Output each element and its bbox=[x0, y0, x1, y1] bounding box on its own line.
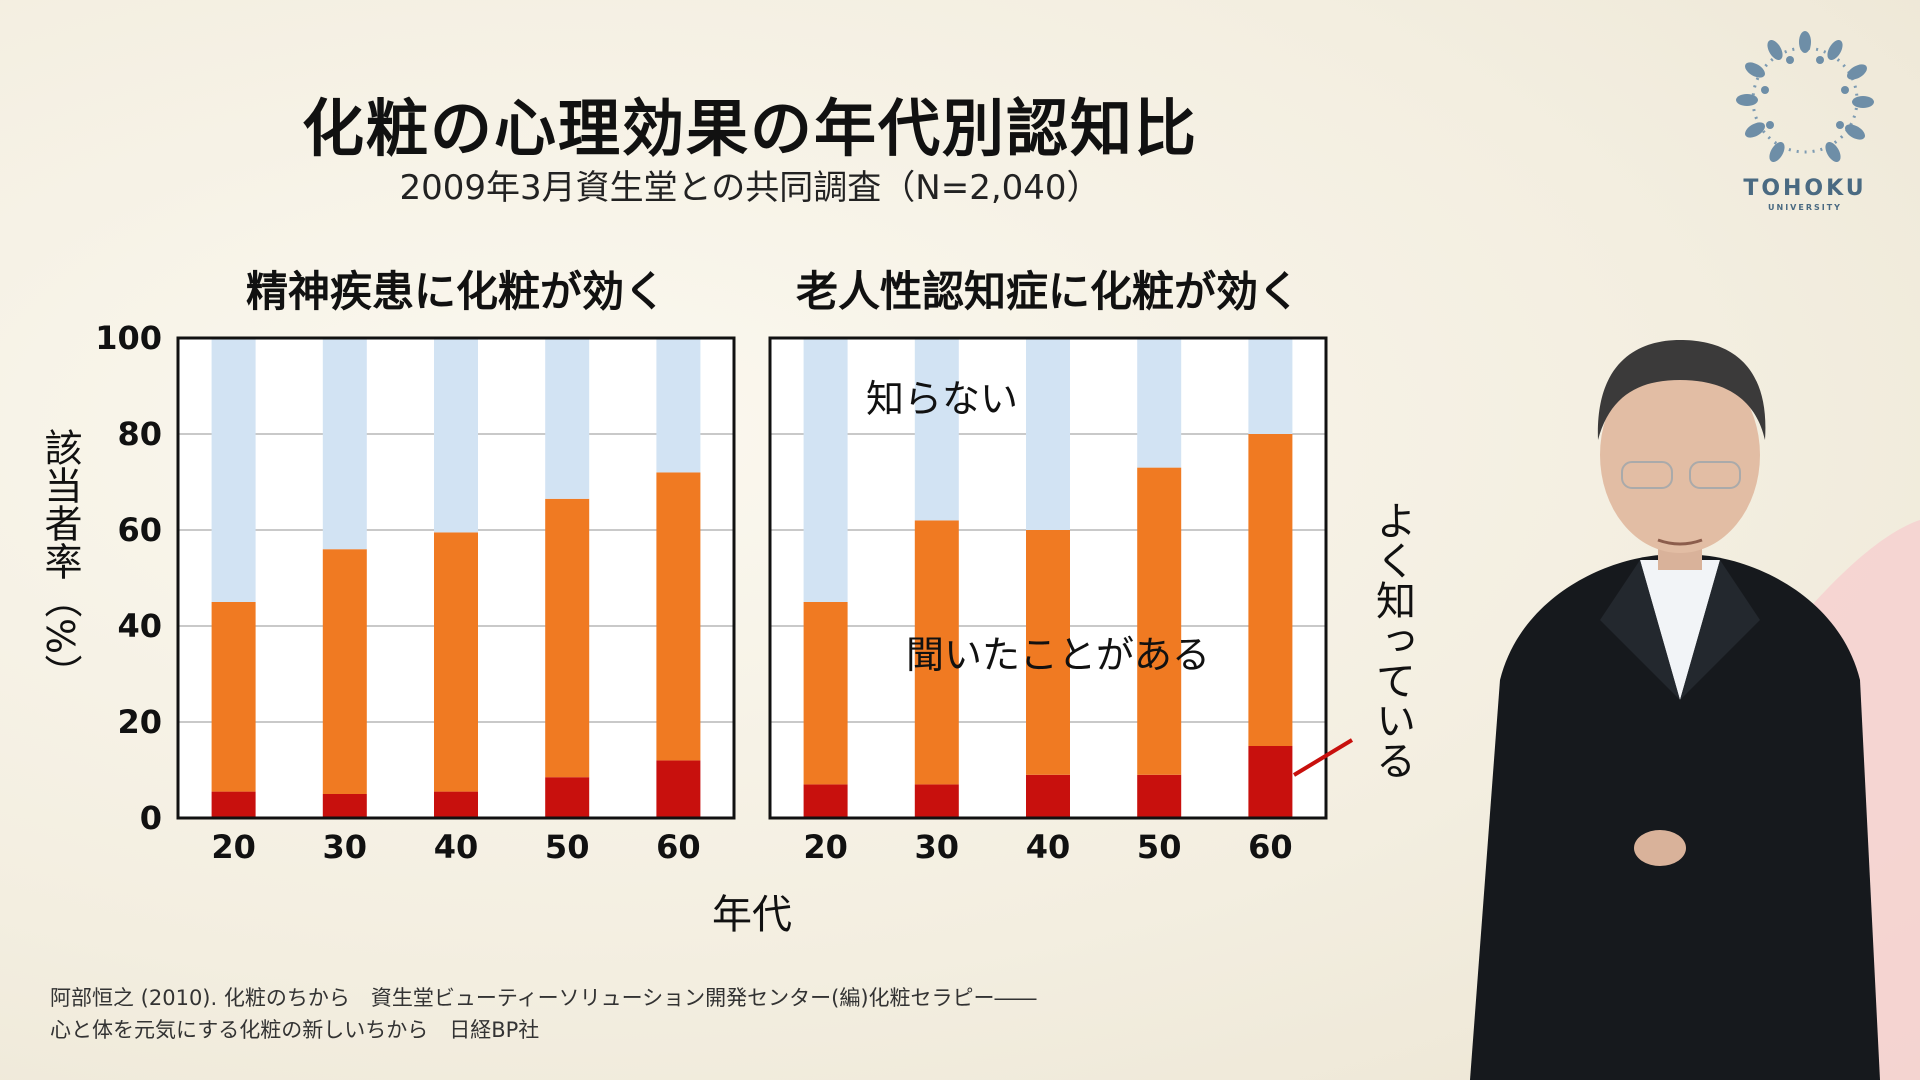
university-logo-sub: UNIVERSITY bbox=[1768, 203, 1842, 212]
chart-title-1: 精神疾患に化粧が効く bbox=[246, 267, 666, 316]
x-tick-label: 50 bbox=[545, 828, 590, 866]
page-subtitle: 2009年3月資生堂との共同調査（N=2,040） bbox=[399, 168, 1101, 208]
bar-heard-50 bbox=[1137, 467, 1182, 775]
bar-heard-20 bbox=[211, 602, 256, 792]
bar-well-known-50 bbox=[1137, 774, 1182, 818]
bar-heard-50 bbox=[545, 498, 590, 778]
bar-unknown-20 bbox=[211, 338, 256, 602]
bar-unknown-50 bbox=[1137, 338, 1182, 468]
bar-well-known-20 bbox=[803, 784, 848, 818]
bar-well-known-20 bbox=[211, 791, 256, 818]
plot-frame-2 bbox=[768, 336, 1328, 820]
x-tick-label: 30 bbox=[323, 828, 368, 866]
x-tick-label: 60 bbox=[1248, 828, 1293, 866]
bar-heard-20 bbox=[803, 602, 848, 785]
bar-unknown-30 bbox=[914, 338, 959, 521]
x-tick-label: 20 bbox=[803, 828, 848, 866]
bar-heard-30 bbox=[914, 520, 959, 785]
y-tick-label: 40 bbox=[117, 607, 162, 645]
bar-heard-60 bbox=[1248, 434, 1293, 746]
bar-unknown-50 bbox=[545, 338, 590, 499]
bar-well-known-50 bbox=[545, 777, 590, 818]
bar-unknown-20 bbox=[803, 338, 848, 602]
x-tick-label: 60 bbox=[656, 828, 701, 866]
y-axis-label: 該当者率（%） bbox=[38, 428, 82, 692]
bar-unknown-40 bbox=[1026, 338, 1070, 530]
citation-line-1: 阿部恒之 (2010). 化粧のちから 資生堂ビューティーソリューション開発セン… bbox=[50, 986, 1037, 1010]
annotation-well-known: よく知っている bbox=[1369, 500, 1415, 780]
bar-well-known-60 bbox=[656, 760, 701, 818]
bar-unknown-30 bbox=[322, 338, 367, 550]
bar-unknown-60 bbox=[656, 338, 701, 473]
x-tick-label: 40 bbox=[434, 828, 479, 866]
bar-well-known-30 bbox=[322, 794, 367, 818]
x-tick-label: 50 bbox=[1137, 828, 1182, 866]
bar-unknown-40 bbox=[434, 338, 478, 533]
x-tick-label: 20 bbox=[211, 828, 256, 866]
bar-well-known-60 bbox=[1248, 746, 1293, 818]
bar-heard-40 bbox=[1026, 530, 1070, 775]
bar-unknown-60 bbox=[1248, 338, 1293, 434]
chart-title-2: 老人性認知症に化粧が効く bbox=[796, 267, 1300, 316]
university-logo-name: TOHOKU bbox=[1743, 176, 1867, 201]
annotation-leader-line bbox=[1292, 738, 1354, 777]
citation-line-2: 心と体を元気にする化粧の新しいちから 日経BP社 bbox=[50, 1018, 540, 1042]
y-tick-label: 100 bbox=[95, 319, 162, 357]
x-tick-label: 40 bbox=[1026, 828, 1071, 866]
plot-frame-1 bbox=[176, 336, 736, 820]
x-axis-label: 年代 bbox=[712, 892, 792, 938]
bar-well-known-40 bbox=[434, 791, 478, 818]
bar-heard-40 bbox=[434, 532, 478, 792]
page-title: 化粧の心理効果の年代別認知比 bbox=[301, 92, 1198, 165]
y-tick-label: 20 bbox=[117, 703, 162, 741]
x-tick-label: 30 bbox=[915, 828, 960, 866]
bar-heard-60 bbox=[656, 472, 701, 761]
y-tick-label: 80 bbox=[117, 415, 162, 453]
citation: 阿部恒之 (2010). 化粧のちから 資生堂ビューティーソリューション開発セン… bbox=[50, 982, 1037, 1046]
bar-well-known-30 bbox=[914, 784, 959, 818]
y-tick-label: 60 bbox=[117, 511, 162, 549]
bar-heard-30 bbox=[322, 549, 367, 794]
annotation-heard: 聞いたことがある bbox=[906, 633, 1210, 677]
annotation-unknown: 知らない bbox=[866, 377, 1018, 421]
bar-well-known-40 bbox=[1026, 774, 1070, 818]
university-logo-icon bbox=[1736, 31, 1874, 162]
y-tick-label: 0 bbox=[140, 799, 162, 837]
